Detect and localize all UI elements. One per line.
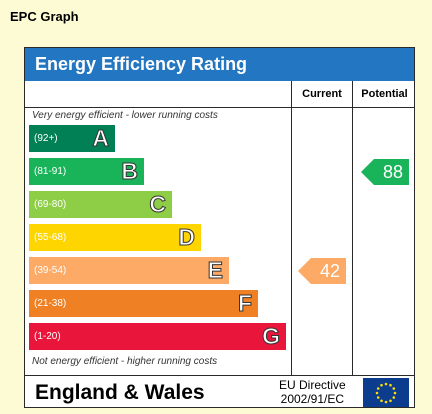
- directive-line-2: 2002/91/EC: [280, 392, 345, 406]
- column-head-potential: Potential: [361, 88, 408, 100]
- epc-chart: Energy Efficiency Rating Current Potenti…: [24, 47, 415, 408]
- band-range-label: (55-68): [34, 232, 67, 243]
- band-range-label: (39-54): [34, 265, 67, 276]
- bottom-note: Not energy efficient - higher running co…: [32, 356, 218, 367]
- eu-star: [392, 387, 396, 390]
- current-rating-marker: 42: [298, 257, 346, 284]
- eu-flag-icon: [363, 378, 409, 407]
- band-letter: F: [237, 290, 252, 317]
- potential-rating-marker-value: 88: [382, 161, 403, 182]
- chart-footer: England & Wales EU Directive 2002/91/EC: [25, 375, 414, 407]
- footer-region: England & Wales: [35, 381, 205, 404]
- band-e: (39-54) E: [29, 257, 229, 284]
- band-range-label: (21-38): [34, 298, 67, 309]
- directive-line-1: EU Directive: [279, 378, 346, 392]
- current-rating-marker-value: 42: [319, 260, 340, 281]
- band-b: (81-91) B: [29, 158, 144, 185]
- eu-star: [389, 383, 392, 387]
- eu-star: [384, 382, 388, 386]
- column-head-current: Current: [302, 88, 342, 100]
- page-heading: EPC Graph: [10, 9, 79, 24]
- header-divider: [25, 107, 414, 108]
- eu-star: [380, 383, 383, 387]
- band-g: (1-20) G: [29, 323, 286, 350]
- band-range-label: (69-80): [34, 199, 67, 210]
- divider-current: [291, 81, 292, 375]
- band-letter: B: [121, 158, 139, 185]
- eu-star: [392, 396, 396, 399]
- potential-rating-marker: 88: [361, 158, 409, 185]
- band-range-label: (92+): [34, 133, 58, 144]
- chart-title: Energy Efficiency Rating: [25, 48, 414, 81]
- rating-grid: Current Potential Very energy efficient …: [25, 81, 414, 375]
- band-range-label: (1-20): [34, 331, 61, 342]
- eu-star: [384, 400, 388, 404]
- band-letter: C: [149, 191, 167, 218]
- eu-star: [389, 399, 392, 403]
- top-note: Very energy efficient - lower running co…: [32, 110, 218, 121]
- eu-star: [376, 396, 380, 399]
- band-letter: D: [178, 224, 196, 251]
- band-letter: G: [262, 323, 281, 350]
- band-range-label: (81-91): [34, 166, 67, 177]
- band-c: (69-80) C: [29, 191, 172, 218]
- eu-star: [393, 391, 397, 395]
- band-f: (21-38) F: [29, 290, 258, 317]
- eu-star: [375, 391, 379, 395]
- potential-rating-marker-arrow: [361, 158, 409, 185]
- band-letter: A: [92, 125, 110, 152]
- current-rating-marker-arrow: [298, 257, 346, 284]
- band-a: (92+) A: [29, 125, 115, 152]
- footer-directive: EU Directive 2002/91/EC: [279, 378, 346, 406]
- divider-potential: [352, 81, 353, 375]
- band-d: (55-68) D: [29, 224, 201, 251]
- band-letter: E: [207, 257, 223, 284]
- eu-star: [380, 399, 383, 403]
- eu-star: [376, 387, 380, 390]
